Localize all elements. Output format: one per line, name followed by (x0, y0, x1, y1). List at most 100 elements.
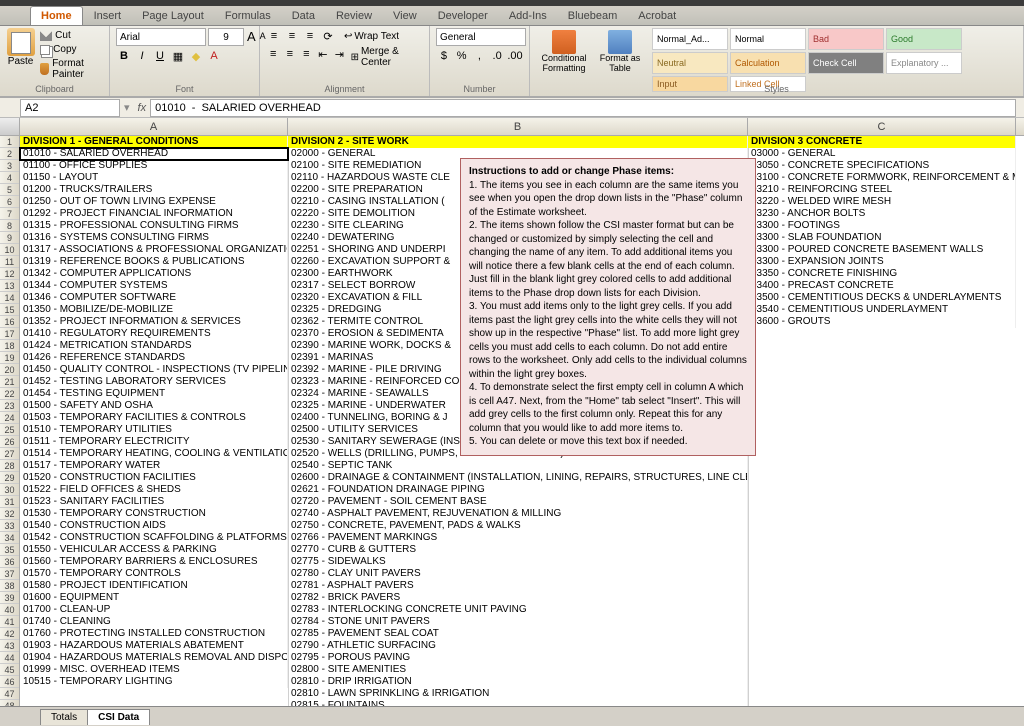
row-header[interactable]: 20 (0, 364, 19, 376)
ribbon-tab-data[interactable]: Data (282, 7, 325, 25)
row-header[interactable]: 37 (0, 568, 19, 580)
data-cell[interactable]: 01514 - TEMPORARY HEATING, COOLING & VEN… (20, 448, 288, 460)
row-header[interactable]: 28 (0, 460, 19, 472)
underline-button[interactable]: U (152, 48, 168, 64)
data-cell[interactable]: 01903 - HAZARDOUS MATERIALS ABATEMENT (20, 640, 288, 652)
row-header[interactable]: 32 (0, 508, 19, 520)
row-header[interactable]: 11 (0, 256, 19, 268)
data-cell[interactable]: 03100 - CONCRETE FORMWORK, REINFORCEMENT… (748, 172, 1016, 184)
data-cell[interactable]: 01517 - TEMPORARY WATER (20, 460, 288, 472)
border-button[interactable]: ▦ (170, 48, 186, 64)
orientation-button[interactable]: ⟳ (320, 28, 336, 44)
row-header[interactable]: 34 (0, 532, 19, 544)
data-cell[interactable]: 01550 - VEHICULAR ACCESS & PARKING (20, 544, 288, 556)
row-header[interactable]: 15 (0, 304, 19, 316)
row-header[interactable]: 2 (0, 148, 19, 160)
data-cell[interactable]: 02780 - CLAY UNIT PAVERS (288, 568, 748, 580)
row-header[interactable]: 22 (0, 388, 19, 400)
data-cell[interactable]: 01530 - TEMPORARY CONSTRUCTION (20, 508, 288, 520)
data-cell[interactable]: 03300 - EXPANSION JOINTS (748, 256, 1016, 268)
ribbon-tab-insert[interactable]: Insert (84, 7, 132, 25)
cell-style-check-cell[interactable]: Check Cell (808, 52, 884, 74)
copy-button[interactable]: Copy (39, 43, 103, 56)
data-cell[interactable]: 01454 - TESTING EQUIPMENT (20, 388, 288, 400)
data-cell[interactable]: 01904 - HAZARDOUS MATERIALS REMOVAL AND … (20, 652, 288, 664)
data-cell[interactable]: 10515 - TEMPORARY LIGHTING (20, 676, 288, 688)
ribbon-tab-home[interactable]: Home (30, 6, 83, 25)
font-color-button[interactable]: A (206, 48, 222, 64)
data-cell[interactable]: 01317 - ASSOCIATIONS & PROFESSIONAL ORGA… (20, 244, 288, 256)
data-cell[interactable]: 01352 - PROJECT INFORMATION & SERVICES (20, 316, 288, 328)
data-cell[interactable]: 02540 - SEPTIC TANK (288, 460, 748, 472)
data-cell[interactable]: 02784 - STONE UNIT PAVERS (288, 616, 748, 628)
data-cell[interactable]: 01426 - REFERENCE STANDARDS (20, 352, 288, 364)
data-cell[interactable]: 03400 - PRECAST CONCRETE (748, 280, 1016, 292)
data-cell[interactable]: 01999 - MISC. OVERHEAD ITEMS (20, 664, 288, 676)
sheet-tab-totals[interactable]: Totals (40, 709, 88, 725)
data-cell[interactable]: 01500 - SAFETY AND OSHA (20, 400, 288, 412)
data-cell[interactable]: 01342 - COMPUTER APPLICATIONS (20, 268, 288, 280)
ribbon-tab-bluebeam[interactable]: Bluebeam (558, 7, 628, 25)
name-box[interactable] (20, 99, 120, 117)
data-cell[interactable]: 03540 - CEMENTITIOUS UNDERLAYMENT (748, 304, 1016, 316)
data-cell[interactable]: 01700 - CLEAN-UP (20, 604, 288, 616)
cell-style-neutral[interactable]: Neutral (652, 52, 728, 74)
sheet-tab-csi-data[interactable]: CSI Data (87, 709, 150, 725)
align-left-button[interactable]: ≡ (266, 46, 281, 62)
cells-grid[interactable]: DIVISION 1 - GENERAL CONDITIONS01010 - S… (20, 136, 1024, 706)
data-cell[interactable]: 02775 - SIDEWALKS (288, 556, 748, 568)
row-header[interactable]: 46 (0, 676, 19, 688)
data-cell[interactable]: 03500 - CEMENTITIOUS DECKS & UNDERLAYMEN… (748, 292, 1016, 304)
cell-style-calculation[interactable]: Calculation (730, 52, 806, 74)
data-cell[interactable]: 02766 - PAVEMENT MARKINGS (288, 532, 748, 544)
row-header[interactable]: 25 (0, 424, 19, 436)
row-header[interactable]: 5 (0, 184, 19, 196)
row-header[interactable]: 16 (0, 316, 19, 328)
data-cell[interactable]: 01452 - TESTING LABORATORY SERVICES (20, 376, 288, 388)
select-all-corner[interactable] (0, 118, 20, 135)
data-cell[interactable]: 01740 - CLEANING (20, 616, 288, 628)
align-bottom-button[interactable]: ≡ (302, 28, 318, 44)
ribbon-tab-developer[interactable]: Developer (428, 7, 498, 25)
data-cell[interactable]: 03210 - REINFORCING STEEL (748, 184, 1016, 196)
row-header[interactable]: 1 (0, 136, 19, 148)
row-header[interactable]: 38 (0, 580, 19, 592)
column-header-c[interactable]: C (748, 118, 1016, 135)
increase-decimal-button[interactable]: .0 (489, 48, 505, 64)
row-header[interactable]: 6 (0, 196, 19, 208)
data-cell[interactable]: 02740 - ASPHALT PAVEMENT, REJUVENATION &… (288, 508, 748, 520)
data-cell[interactable]: 02781 - ASPHALT PAVERS (288, 580, 748, 592)
cell-style-good[interactable]: Good (886, 28, 962, 50)
data-cell[interactable]: 01319 - REFERENCE BOOKS & PUBLICATIONS (20, 256, 288, 268)
row-header[interactable]: 36 (0, 556, 19, 568)
bold-button[interactable]: B (116, 48, 132, 64)
data-cell[interactable]: 03300 - POURED CONCRETE BASEMENT WALLS (748, 244, 1016, 256)
row-header[interactable]: 23 (0, 400, 19, 412)
align-center-button[interactable]: ≡ (283, 46, 298, 62)
cell-style-normal-ad-[interactable]: Normal_Ad... (652, 28, 728, 50)
ribbon-tab-formulas[interactable]: Formulas (215, 7, 281, 25)
row-header[interactable]: 7 (0, 208, 19, 220)
data-cell[interactable]: 01150 - LAYOUT (20, 172, 288, 184)
data-cell[interactable]: 03220 - WELDED WIRE MESH (748, 196, 1016, 208)
data-cell[interactable]: 02750 - CONCRETE, PAVEMENT, PADS & WALKS (288, 520, 748, 532)
row-header[interactable]: 14 (0, 292, 19, 304)
percent-button[interactable]: % (454, 48, 470, 64)
column-header-a[interactable]: A (20, 118, 288, 135)
font-name-select[interactable] (116, 28, 206, 46)
font-size-select[interactable] (208, 28, 244, 46)
data-cell[interactable]: 01523 - SANITARY FACILITIES (20, 496, 288, 508)
row-header[interactable]: 44 (0, 652, 19, 664)
data-cell[interactable]: 02770 - CURB & GUTTERS (288, 544, 748, 556)
data-cell[interactable]: 01522 - FIELD OFFICES & SHEDS (20, 484, 288, 496)
row-header[interactable]: 26 (0, 436, 19, 448)
data-cell[interactable]: 01520 - CONSTRUCTION FACILITIES (20, 472, 288, 484)
row-header[interactable]: 39 (0, 592, 19, 604)
row-header[interactable]: 21 (0, 376, 19, 388)
row-header[interactable]: 33 (0, 520, 19, 532)
comma-button[interactable]: , (472, 48, 488, 64)
data-cell[interactable]: 03230 - ANCHOR BOLTS (748, 208, 1016, 220)
column-header-b[interactable]: B (288, 118, 748, 135)
row-header[interactable]: 42 (0, 628, 19, 640)
data-cell[interactable]: 03300 - FOOTINGS (748, 220, 1016, 232)
